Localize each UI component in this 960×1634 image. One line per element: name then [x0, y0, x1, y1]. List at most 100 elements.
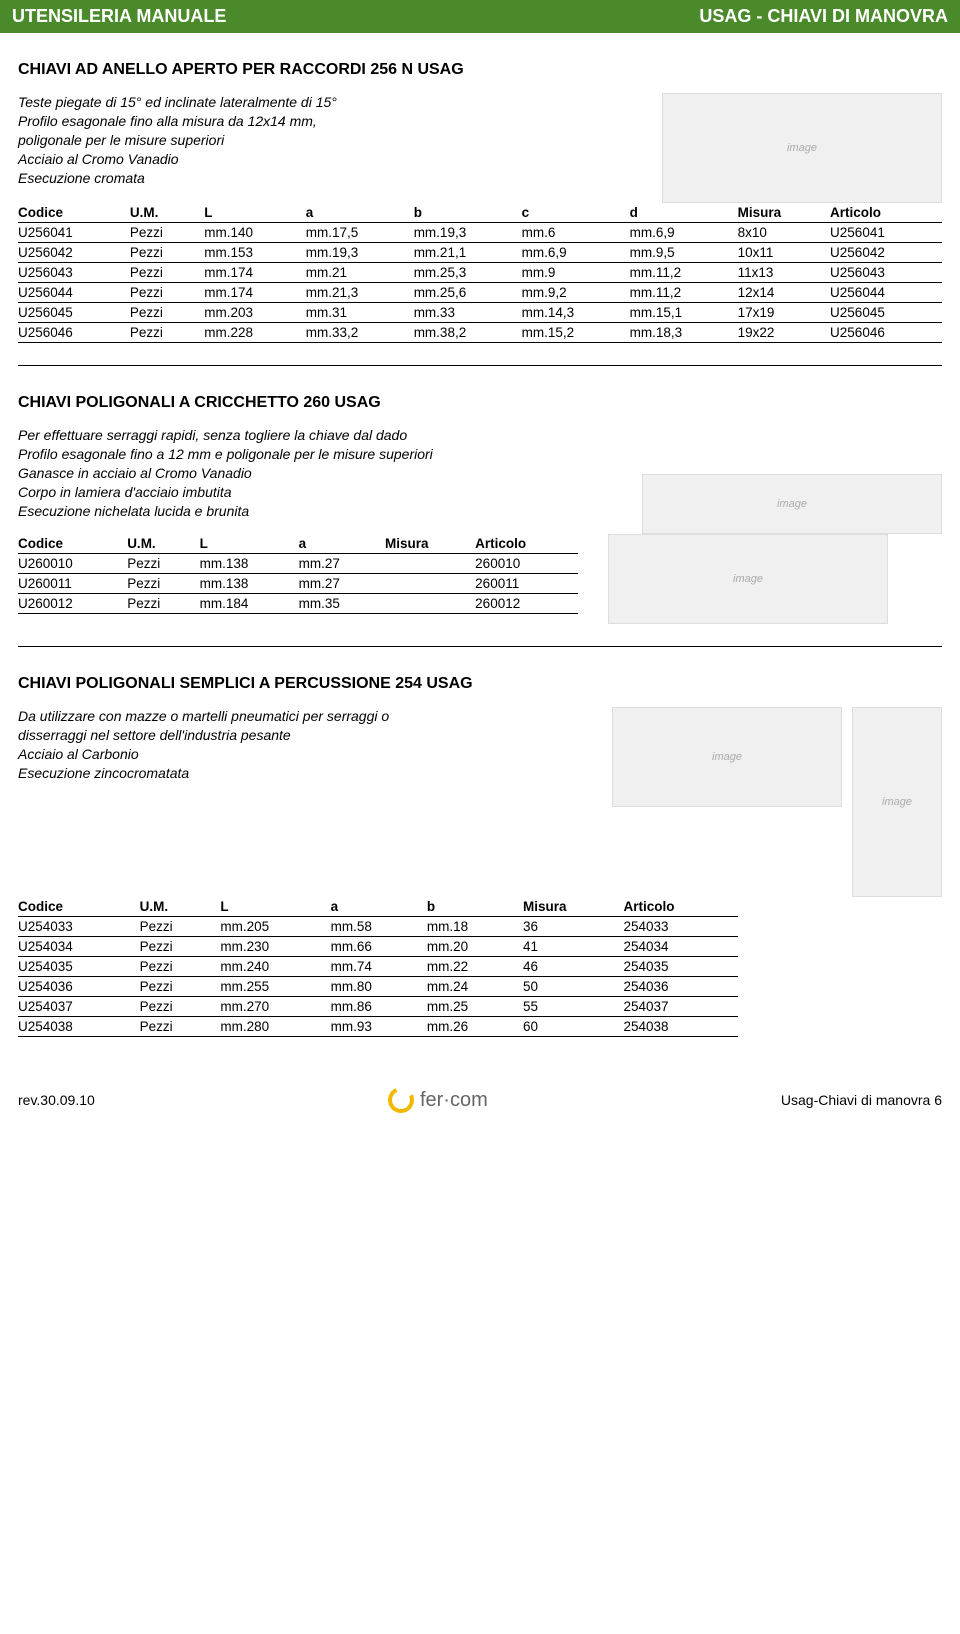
table-cell: Pezzi — [127, 594, 199, 614]
table-254: CodiceU.M.LabMisuraArticolo U254033Pezzi… — [18, 897, 738, 1037]
table-cell: mm.27 — [299, 554, 385, 574]
table-cell: mm.38,2 — [414, 323, 522, 343]
page-content: CHIAVI AD ANELLO APERTO PER RACCORDI 256… — [0, 61, 960, 1037]
table-cell: mm.140 — [204, 223, 306, 243]
table-cell: mm.18,3 — [630, 323, 738, 343]
table-cell: mm.20 — [427, 937, 523, 957]
table-cell: U256046 — [18, 323, 130, 343]
table-cell: mm.24 — [427, 977, 523, 997]
column-header: b — [414, 203, 522, 223]
table-cell: mm.21,1 — [414, 243, 522, 263]
table-row: U254034Pezzimm.230mm.66mm.2041254034 — [18, 937, 738, 957]
table-cell: mm.19,3 — [414, 223, 522, 243]
column-header: Codice — [18, 534, 127, 554]
divider — [18, 365, 942, 366]
footer-revision: rev.30.09.10 — [18, 1092, 95, 1108]
ratchet-wrench-image: image — [642, 474, 942, 534]
column-header: Articolo — [830, 203, 942, 223]
table-cell: Pezzi — [140, 957, 221, 977]
column-header: a — [299, 534, 385, 554]
table-cell: Pezzi — [130, 303, 204, 323]
header-right: USAG - CHIAVI DI MANOVRA — [699, 6, 948, 27]
table-cell: 254038 — [623, 1017, 738, 1037]
table-cell: 260010 — [475, 554, 578, 574]
table-cell: mm.19,3 — [306, 243, 414, 263]
column-header: c — [522, 203, 630, 223]
fercom-logo: fer·com — [388, 1087, 488, 1113]
table-cell: mm.240 — [220, 957, 330, 977]
table-cell: U256045 — [18, 303, 130, 323]
column-header: U.M. — [130, 203, 204, 223]
table-cell: mm.9,5 — [630, 243, 738, 263]
column-header: U.M. — [127, 534, 199, 554]
table-cell: mm.174 — [204, 283, 306, 303]
table-cell: 254035 — [623, 957, 738, 977]
table-cell: 8x10 — [738, 223, 830, 243]
table-row: U256042Pezzimm.153mm.19,3mm.21,1mm.6,9mm… — [18, 243, 942, 263]
header-left: UTENSILERIA MANUALE — [12, 6, 226, 27]
table-cell: mm.9,2 — [522, 283, 630, 303]
table-cell: U260011 — [18, 574, 127, 594]
table-cell: mm.138 — [200, 574, 299, 594]
table-cell: Pezzi — [130, 243, 204, 263]
table-cell: mm.21,3 — [306, 283, 414, 303]
column-header: Codice — [18, 897, 140, 917]
table-cell: 60 — [523, 1017, 623, 1037]
table-row: U256045Pezzimm.203mm.31mm.33mm.14,3mm.15… — [18, 303, 942, 323]
table-cell: mm.205 — [220, 917, 330, 937]
table-cell: mm.58 — [331, 917, 427, 937]
table-cell: mm.184 — [200, 594, 299, 614]
table-cell: U256043 — [830, 263, 942, 283]
column-header: Misura — [523, 897, 623, 917]
table-cell: mm.9 — [522, 263, 630, 283]
table-cell: mm.18 — [427, 917, 523, 937]
table-cell: mm.6,9 — [522, 243, 630, 263]
section-260: CHIAVI POLIGONALI A CRICCHETTO 260 USAG … — [18, 394, 942, 647]
table-cell: Pezzi — [140, 997, 221, 1017]
column-header: Misura — [738, 203, 830, 223]
table-256n: CodiceU.M.LabcdMisuraArticolo U256041Pez… — [18, 203, 942, 343]
table-cell: mm.6 — [522, 223, 630, 243]
table-cell: mm.86 — [331, 997, 427, 1017]
table-cell: mm.203 — [204, 303, 306, 323]
table-cell: 260012 — [475, 594, 578, 614]
table-cell: U254037 — [18, 997, 140, 1017]
table-cell: 55 — [523, 997, 623, 1017]
section-256n: CHIAVI AD ANELLO APERTO PER RACCORDI 256… — [18, 61, 942, 366]
table-cell: mm.138 — [200, 554, 299, 574]
table-cell: mm.80 — [331, 977, 427, 997]
section-254: CHIAVI POLIGONALI SEMPLICI A PERCUSSIONE… — [18, 675, 942, 1037]
table-cell: mm.21 — [306, 263, 414, 283]
table-cell: U260012 — [18, 594, 127, 614]
table-cell: 254037 — [623, 997, 738, 1017]
table-cell: mm.14,3 — [522, 303, 630, 323]
page-footer: rev.30.09.10 fer·com Usag-Chiavi di mano… — [0, 1077, 960, 1123]
table-cell: U256042 — [18, 243, 130, 263]
table-cell: mm.230 — [220, 937, 330, 957]
section-desc: Da utilizzare con mazze o martelli pneum… — [18, 707, 592, 783]
table-cell: U256045 — [830, 303, 942, 323]
table-cell: mm.11,2 — [630, 263, 738, 283]
table-cell: 254033 — [623, 917, 738, 937]
table-cell: mm.270 — [220, 997, 330, 1017]
table-row: U254033Pezzimm.205mm.58mm.1836254033 — [18, 917, 738, 937]
table-row: U256043Pezzimm.174mm.21mm.25,3mm.9mm.11,… — [18, 263, 942, 283]
table-cell: U254034 — [18, 937, 140, 957]
table-cell: U256046 — [830, 323, 942, 343]
column-header: U.M. — [140, 897, 221, 917]
table-cell: mm.22 — [427, 957, 523, 977]
table-cell: Pezzi — [130, 323, 204, 343]
page-header: UTENSILERIA MANUALE USAG - CHIAVI DI MAN… — [0, 0, 960, 33]
table-cell: mm.153 — [204, 243, 306, 263]
table-cell: mm.11,2 — [630, 283, 738, 303]
table-260: CodiceU.M.LaMisuraArticolo U260010Pezzim… — [18, 534, 578, 614]
table-cell: 36 — [523, 917, 623, 937]
table-row: U254036Pezzimm.255mm.80mm.2450254036 — [18, 977, 738, 997]
divider — [18, 646, 942, 647]
table-row: U260011Pezzimm.138mm.27260011 — [18, 574, 578, 594]
table-header-row: CodiceU.M.LabcdMisuraArticolo — [18, 203, 942, 223]
table-cell: U256041 — [18, 223, 130, 243]
table-cell: U254035 — [18, 957, 140, 977]
table-cell — [385, 594, 475, 614]
table-row: U256044Pezzimm.174mm.21,3mm.25,6mm.9,2mm… — [18, 283, 942, 303]
